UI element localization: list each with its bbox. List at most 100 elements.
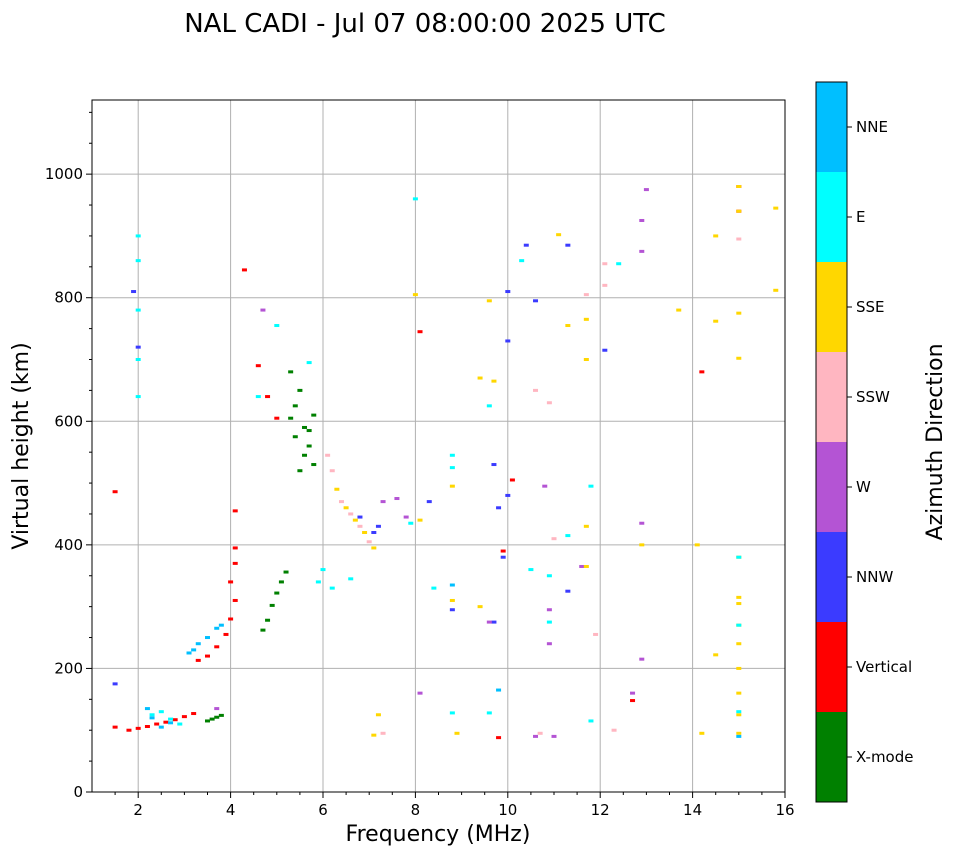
y-tick-label: 0: [73, 783, 83, 801]
colorbar-label-ssw: SSW: [856, 388, 890, 406]
echo-point-nne: [195, 642, 201, 646]
x-tick-label: 2: [133, 801, 143, 819]
echo-point-nnw: [523, 243, 529, 247]
echo-point-sse: [491, 379, 497, 383]
echo-point-e: [329, 586, 335, 590]
echo-point-vertical: [255, 364, 261, 368]
echo-point-x-mode: [292, 435, 298, 439]
echo-point-sse: [713, 319, 719, 323]
echo-point-sse: [736, 731, 742, 735]
echo-point-e: [736, 623, 742, 627]
plot-frame: [91, 99, 786, 793]
echo-point-e: [546, 574, 552, 578]
echo-point-vertical: [112, 490, 118, 494]
echo-point-ssw: [611, 728, 617, 732]
y-tick-label: 400: [54, 536, 83, 554]
colorbar-label-w: W: [856, 478, 871, 496]
echo-point-w: [639, 218, 645, 222]
echo-point-e: [315, 580, 321, 584]
echo-point-e: [449, 711, 455, 715]
echo-point-w: [643, 188, 649, 192]
echo-point-nnw: [505, 493, 511, 497]
echo-point-ssw: [338, 500, 344, 504]
echo-point-x-mode: [283, 570, 289, 574]
echo-point-nne: [168, 721, 174, 725]
colorbar-label-x-mode: X-mode: [856, 748, 913, 766]
echo-point-ssw: [348, 512, 354, 516]
echo-point-nnw: [565, 243, 571, 247]
echo-point-nnw: [496, 506, 502, 510]
colorbar-label-nnw: NNW: [856, 568, 893, 586]
echo-point-nnw: [491, 620, 497, 624]
echo-point-nnw: [112, 682, 118, 686]
colorbar: X-mode Vertical NNW W SSW SSE E NNE: [815, 81, 913, 803]
echo-point-w: [394, 497, 400, 501]
echo-point-sse: [736, 311, 742, 315]
echo-point-x-mode: [292, 404, 298, 408]
echo-point-sse: [713, 653, 719, 657]
echo-point-x-mode: [218, 713, 224, 717]
echo-point-nnw: [602, 348, 608, 352]
colorbar-label-nne: NNE: [856, 118, 888, 136]
echo-point-sse: [639, 543, 645, 547]
echo-point-e: [736, 555, 742, 559]
echo-point-sse: [736, 595, 742, 599]
echo-point-sse: [343, 506, 349, 510]
echo-point-sse: [477, 376, 483, 380]
echo-point-x-mode: [274, 591, 280, 595]
echo-point-x-mode: [302, 425, 308, 429]
echo-point-w: [403, 515, 409, 519]
echo-point-sse: [583, 358, 589, 361]
echo-point-vertical: [699, 370, 705, 374]
echo-point-ssw: [537, 731, 543, 735]
y-tick-label: 800: [54, 289, 83, 307]
echo-point-e: [412, 197, 418, 201]
x-axis-ticks: 2 4 6 8 10 12 14 16: [114, 792, 795, 819]
chart-title: NAL CADI - Jul 07 08:00:00 2025 UTC: [184, 9, 666, 39]
colorbar-swatch-e: [816, 172, 847, 262]
y-axis-label: Virtual height (km): [9, 342, 34, 549]
echo-point-sse: [736, 642, 742, 646]
echo-point-w: [639, 521, 645, 525]
echo-point-sse: [583, 524, 589, 528]
echo-point-vertical: [135, 726, 141, 730]
echo-point-e: [177, 722, 183, 726]
echo-point-x-mode: [306, 429, 312, 433]
echo-point-vertical: [232, 598, 238, 602]
echo-point-nne: [191, 648, 197, 652]
echo-point-vertical: [172, 718, 178, 722]
echo-point-sse: [676, 308, 682, 312]
echo-point-e: [736, 710, 742, 714]
echo-point-sse: [713, 234, 719, 238]
echo-point-w: [380, 500, 386, 504]
echo-point-vertical: [265, 395, 271, 399]
echo-point-ssw: [736, 237, 742, 241]
echo-point-ssw: [380, 731, 386, 735]
echo-point-vertical: [181, 715, 187, 719]
echo-point-nne: [449, 583, 455, 587]
echo-point-nnw: [505, 290, 511, 294]
echo-point-sse: [773, 206, 779, 210]
echo-point-vertical: [232, 546, 238, 550]
echo-point-nnw: [449, 608, 455, 612]
echo-point-e: [486, 711, 492, 715]
grid-lines: [92, 100, 786, 793]
x-tick-label: 16: [775, 801, 794, 819]
echo-point-nne: [186, 651, 192, 655]
echo-point-vertical: [500, 549, 506, 553]
echo-point-vertical: [112, 725, 118, 729]
echo-point-sse: [736, 185, 742, 188]
echo-point-sse: [486, 299, 492, 303]
echo-point-nnw: [426, 500, 432, 504]
echo-point-ssw: [325, 453, 331, 457]
echo-point-sse: [699, 731, 705, 735]
echo-point-nne: [736, 734, 742, 738]
echo-point-sse: [736, 666, 742, 670]
echo-point-nnw: [357, 515, 363, 519]
echo-point-x-mode: [297, 469, 303, 473]
echo-point-vertical: [154, 722, 160, 726]
colorbar-frame: [815, 81, 848, 803]
echo-point-e: [149, 713, 155, 717]
echo-point-vertical: [223, 632, 229, 636]
echo-point-vertical: [232, 509, 238, 513]
